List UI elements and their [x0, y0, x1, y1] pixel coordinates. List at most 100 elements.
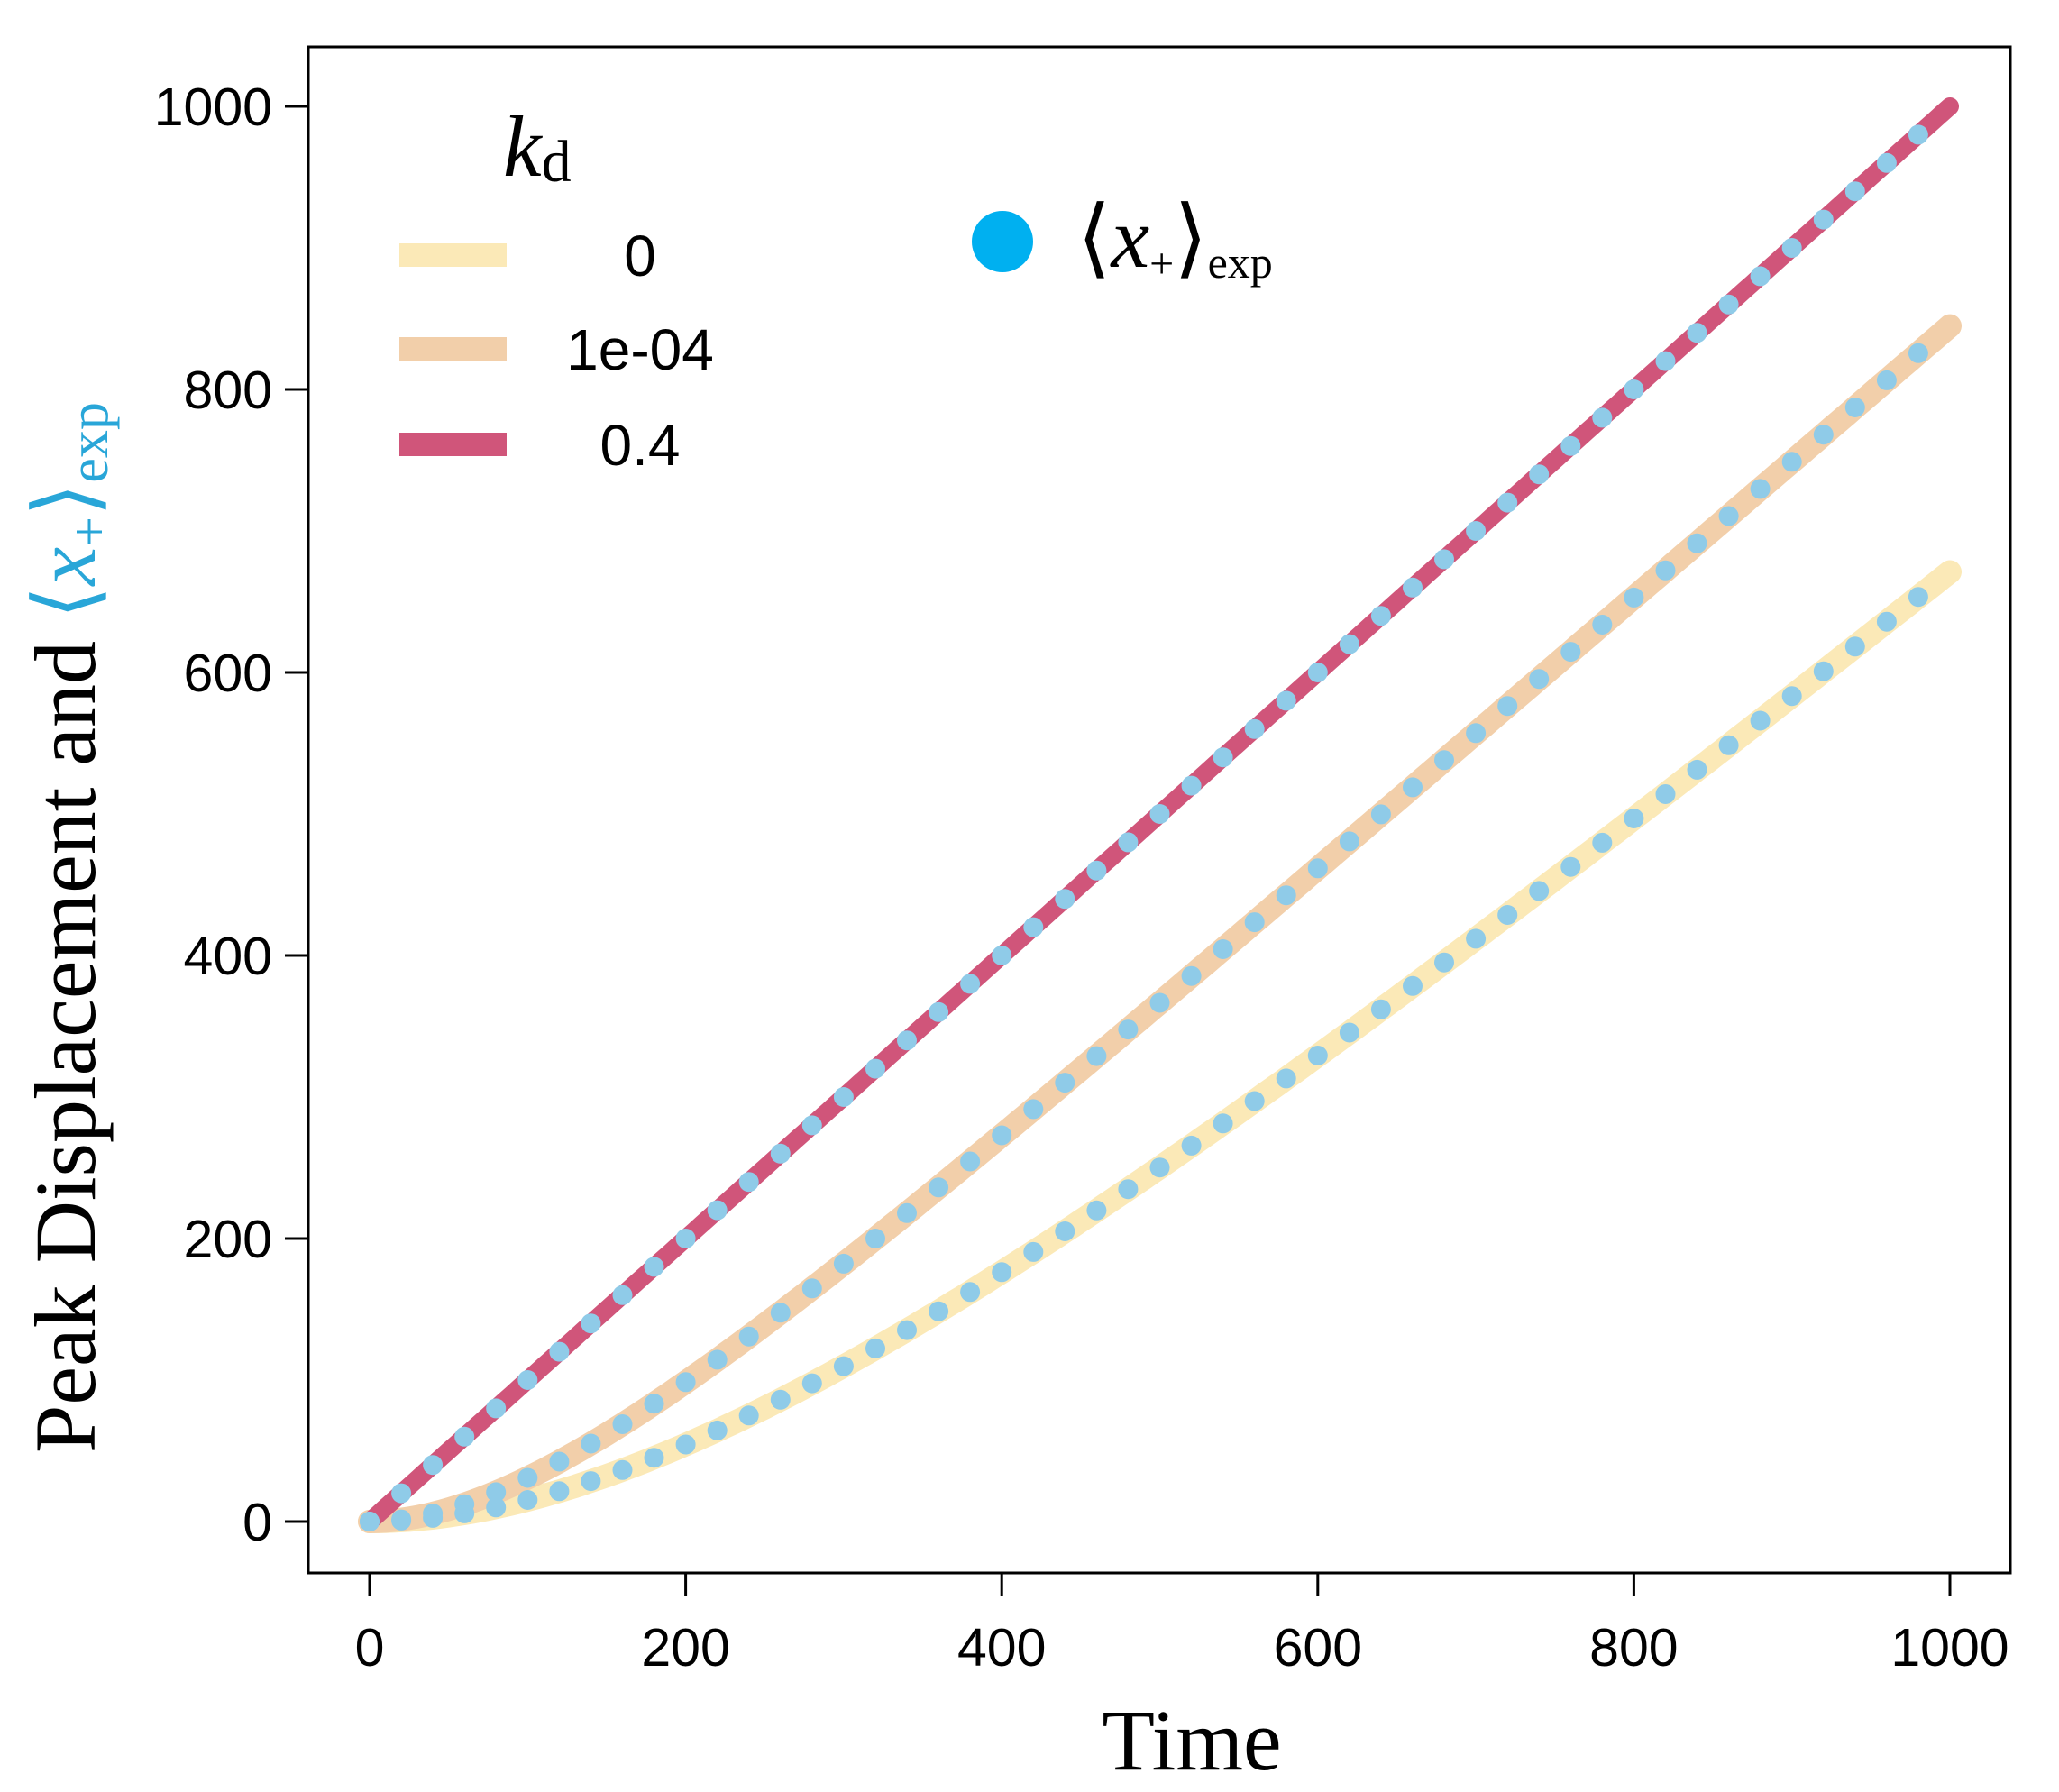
- exp-point: [1086, 1046, 1107, 1066]
- exp-point: [865, 1058, 885, 1079]
- exp-point: [1213, 939, 1233, 959]
- exp-point: [1244, 1091, 1265, 1111]
- y-tick-label: 600: [184, 644, 272, 703]
- y-tick-label: 400: [184, 927, 272, 986]
- exp-point: [1624, 379, 1644, 399]
- exp-point: [1434, 952, 1454, 973]
- exp-point: [644, 1394, 664, 1414]
- exp-point: [897, 1202, 917, 1223]
- exp-point: [612, 1285, 633, 1305]
- legend-label-0: 0: [624, 224, 656, 288]
- exp-point: [1055, 889, 1075, 910]
- exp-point: [960, 1282, 981, 1303]
- exp-point: [1307, 1046, 1328, 1065]
- exp-point: [1497, 492, 1518, 513]
- legend-label-1: 1e-04: [566, 317, 714, 382]
- exp-point: [833, 1253, 854, 1274]
- exp-point: [454, 1494, 475, 1514]
- exp-point: [1434, 750, 1454, 771]
- y-tick-label: 1000: [154, 78, 272, 137]
- exp-point: [612, 1459, 633, 1480]
- exp-point: [612, 1414, 633, 1434]
- exp-point: [865, 1229, 885, 1248]
- exp-point: [1055, 1073, 1075, 1093]
- exp-point: [454, 1426, 475, 1447]
- exp-point: [1307, 858, 1328, 879]
- legend: kd 0 1e-04 0.4 ⟨x+⟩exp: [399, 98, 1273, 478]
- exp-point: [581, 1471, 601, 1492]
- exp-point: [1370, 999, 1391, 1019]
- exp-point: [1244, 718, 1265, 739]
- exp-point: [581, 1313, 601, 1334]
- exp-point: [707, 1200, 728, 1221]
- exp-point: [801, 1373, 822, 1394]
- exp-point: [897, 1320, 917, 1340]
- exp-point: [770, 1143, 791, 1164]
- exp-point: [1908, 124, 1928, 145]
- exp-point: [801, 1278, 822, 1299]
- exp-point: [770, 1389, 791, 1410]
- exp-point: [1876, 370, 1897, 390]
- exp-point: [1687, 759, 1707, 780]
- exp-point: [1844, 636, 1865, 657]
- series-line-1: [358, 314, 1962, 1533]
- exp-point: [1213, 747, 1233, 768]
- exp-point: [738, 1405, 759, 1426]
- exp-point: [1560, 856, 1581, 877]
- exp-point: [423, 1504, 444, 1523]
- exp-point: [992, 1262, 1012, 1283]
- exp-point: [1370, 804, 1391, 825]
- exp-point: [675, 1229, 696, 1248]
- exp-point: [1781, 452, 1802, 472]
- y-tick-label: 0: [243, 1493, 272, 1552]
- exp-point: [770, 1303, 791, 1323]
- exp-point: [1181, 1135, 1202, 1156]
- exp-point: [1529, 669, 1550, 690]
- exp-point: [517, 1467, 538, 1488]
- exp-point: [549, 1481, 570, 1502]
- legend-points-marker: [972, 211, 1033, 272]
- series-line-0: [358, 560, 1962, 1533]
- exp-point: [581, 1433, 601, 1454]
- exp-point: [360, 1512, 380, 1531]
- points-layer: [360, 124, 1928, 1531]
- exp-point: [1497, 905, 1518, 925]
- exp-point: [675, 1434, 696, 1455]
- exp-point: [738, 1326, 759, 1347]
- exp-point: [1813, 425, 1834, 445]
- exp-point: [1118, 1019, 1139, 1040]
- y-axis-title-math-open: ⟨: [17, 586, 114, 619]
- y-axis-title-math-exp: exp: [59, 402, 120, 483]
- exp-point: [1403, 577, 1423, 598]
- y-tick-label: 200: [184, 1210, 272, 1269]
- exp-point: [1023, 1241, 1044, 1262]
- exp-point: [1687, 323, 1707, 343]
- exp-point: [1750, 479, 1771, 499]
- x-tick-label: 1000: [1890, 1618, 2009, 1678]
- exp-point: [992, 946, 1012, 965]
- exp-point: [707, 1349, 728, 1370]
- legend-title: kd: [503, 98, 572, 195]
- legend-points-label: ⟨x+⟩exp: [1077, 189, 1273, 288]
- exp-point: [1655, 560, 1676, 581]
- y-axis-title: Peak Displacement and ⟨x+⟩exp: [17, 402, 120, 1453]
- exp-point: [929, 1301, 949, 1321]
- exp-point: [833, 1356, 854, 1376]
- x-tick-label: 600: [1274, 1618, 1362, 1678]
- exp-point: [801, 1115, 822, 1136]
- exp-point: [1118, 1179, 1139, 1200]
- exp-point: [1307, 663, 1328, 682]
- exp-point: [1149, 804, 1170, 824]
- exp-point: [707, 1420, 728, 1440]
- exp-point: [549, 1341, 570, 1362]
- y-axis-title-math-close: ⟩: [17, 483, 114, 517]
- exp-point: [1276, 1068, 1296, 1089]
- exp-point: [1149, 1157, 1170, 1178]
- exp-point: [675, 1372, 696, 1393]
- plot-frame: [307, 45, 2012, 1575]
- x-tick-label: 0: [355, 1618, 385, 1678]
- exp-point: [1466, 928, 1487, 949]
- legend-label-2: 0.4: [600, 413, 681, 478]
- exp-point: [1560, 435, 1581, 456]
- exp-point: [1466, 723, 1487, 744]
